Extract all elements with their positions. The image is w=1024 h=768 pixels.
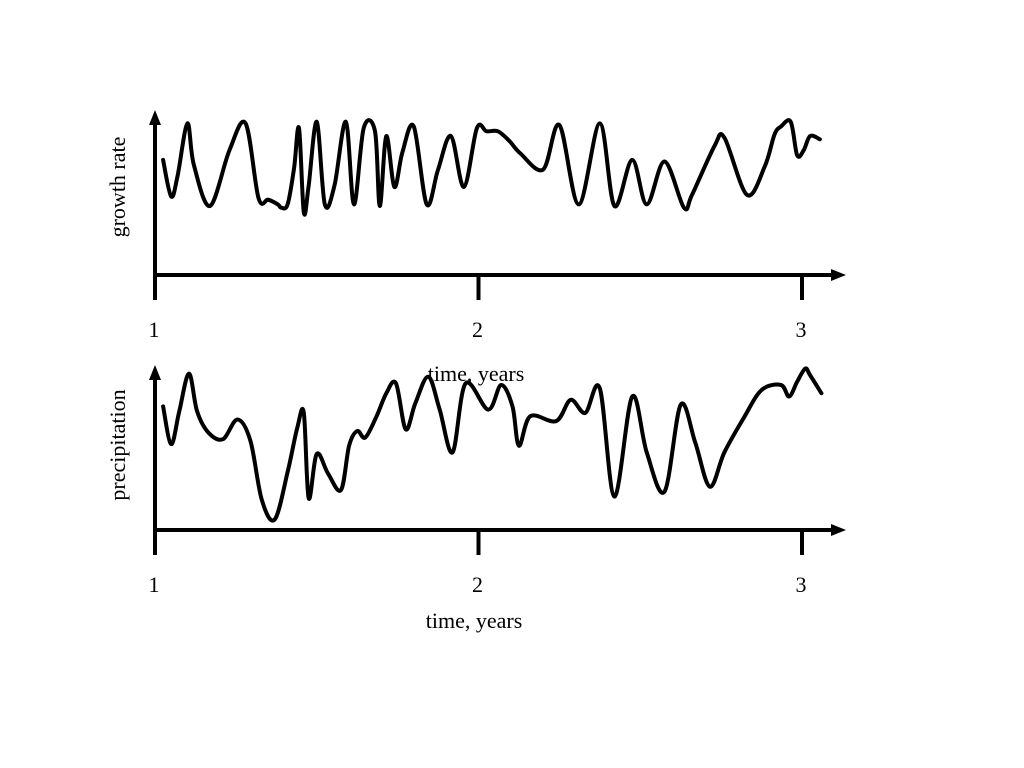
growth-rate-x-axis-arrow-icon	[831, 269, 846, 281]
precipitation-series-line	[161, 366, 824, 523]
precipitation-x-tick-label-3: 3	[796, 572, 807, 597]
growth-rate-x-tick-label-3: 3	[796, 317, 807, 342]
growth-rate-y-axis-title: growth rate	[105, 137, 130, 238]
precipitation-x-tick-label-2: 2	[472, 572, 483, 597]
growth-rate-y-axis-arrow-icon	[149, 110, 161, 125]
precipitation-y-axis-title: precipitation	[105, 389, 130, 500]
precipitation-x-axis-title: time, years	[426, 608, 523, 633]
growth-rate-series-line	[161, 118, 822, 217]
growth-rate-x-tick-label-1: 1	[149, 317, 160, 342]
growth-rate-x-tick-label-2: 2	[472, 317, 483, 342]
chart-precipitation: 1 2 3 time, years precipitation	[105, 365, 846, 633]
growth-rate-x-axis-title: time, years	[428, 361, 525, 386]
precipitation-x-tick-label-1: 1	[149, 572, 160, 597]
precipitation-y-axis-arrow-icon	[149, 365, 161, 380]
precipitation-x-axis-arrow-icon	[831, 524, 846, 536]
chart-growth-rate: 1 2 3 time, years growth rate	[105, 110, 846, 386]
